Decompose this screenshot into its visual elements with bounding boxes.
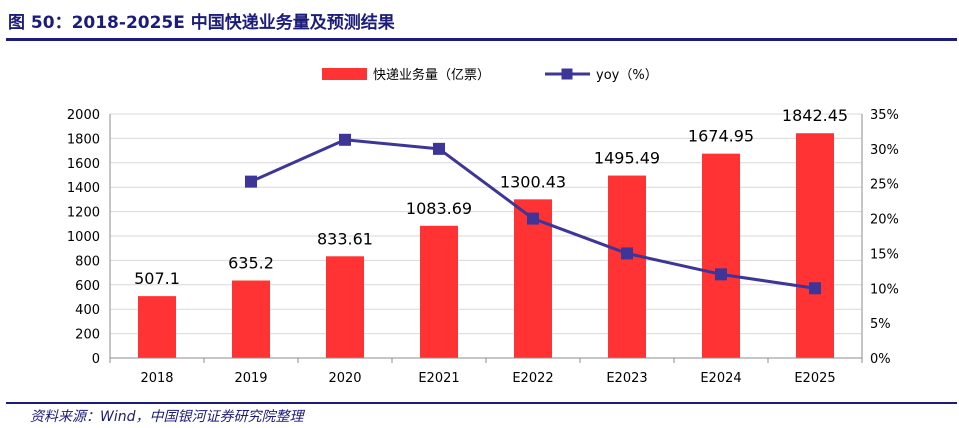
y-left-tick-label: 0 bbox=[92, 352, 100, 367]
y-left-tick-label: 1400 bbox=[67, 181, 100, 196]
y-left-tick-label: 200 bbox=[75, 328, 100, 343]
x-tick-label: E2021 bbox=[418, 371, 459, 386]
y-left-tick-label: 1600 bbox=[67, 157, 100, 172]
y-left-tick-label: 2000 bbox=[67, 108, 100, 123]
y-right-tick-label: 10% bbox=[870, 282, 899, 297]
axes: 0 200 400 600 800 1000 1200 1400 1600 1800 2000 0% 5… bbox=[67, 108, 899, 386]
bar-value-label: 635.2 bbox=[228, 254, 274, 273]
x-tick-label: 2019 bbox=[234, 371, 267, 386]
bar bbox=[514, 199, 552, 358]
x-tick-label: E2023 bbox=[606, 371, 647, 386]
x-tick-label: E2024 bbox=[700, 371, 741, 386]
y-left-tick-label: 600 bbox=[75, 279, 100, 294]
title-rule bbox=[6, 38, 957, 41]
figure-title: 图 50：2018-2025E 中国快递业务量及预测结果 bbox=[8, 13, 395, 33]
y-left-tick-label: 1200 bbox=[67, 206, 100, 221]
y-left-tick-label: 400 bbox=[75, 303, 100, 318]
bar-value-label: 1495.49 bbox=[594, 149, 660, 168]
legend-line-marker bbox=[561, 68, 573, 80]
y-right-tick-label: 35% bbox=[870, 108, 899, 123]
bar bbox=[608, 175, 646, 358]
legend-line-label: yoy（%） bbox=[596, 68, 658, 83]
chart: 507.1 635.2 833.61 1083.69 1300.43 1495.49 167… bbox=[67, 67, 899, 386]
bar-value-label: 1300.43 bbox=[500, 172, 566, 191]
yoy-line-series bbox=[245, 133, 821, 295]
yoy-marker bbox=[527, 212, 539, 225]
x-tick-label: 2018 bbox=[140, 371, 173, 386]
legend: 快递业务量（亿票） yoy（%） bbox=[322, 67, 658, 83]
bar bbox=[796, 133, 834, 358]
source-note: 资料来源：Wind，中国银河证券研究院整理 bbox=[30, 409, 304, 425]
yoy-marker bbox=[245, 175, 257, 188]
y-right-tick-label: 25% bbox=[870, 178, 899, 193]
source-rule bbox=[6, 402, 957, 404]
x-tick-label: 2020 bbox=[328, 371, 361, 386]
yoy-marker bbox=[433, 142, 445, 155]
bar-value-label: 1842.45 bbox=[782, 106, 848, 125]
legend-bar-swatch bbox=[322, 68, 367, 80]
bar-series: 507.1 635.2 833.61 1083.69 1300.43 1495.49 167… bbox=[134, 106, 848, 358]
bar-value-label: 507.1 bbox=[134, 269, 180, 288]
y-right-tick-label: 5% bbox=[870, 317, 891, 332]
legend-bar-label: 快递业务量（亿票） bbox=[373, 67, 490, 83]
bar bbox=[138, 296, 176, 358]
y-left-tick-label: 1000 bbox=[67, 230, 100, 245]
y-right-tick-label: 30% bbox=[870, 143, 899, 158]
y-left-tick-label: 1800 bbox=[67, 132, 100, 147]
y-left-tick-label: 800 bbox=[75, 254, 100, 269]
bar bbox=[232, 280, 270, 358]
yoy-marker bbox=[339, 133, 351, 146]
yoy-marker bbox=[621, 247, 633, 260]
bar bbox=[326, 256, 364, 358]
yoy-marker bbox=[809, 282, 821, 295]
bar bbox=[420, 225, 458, 358]
bar-value-label: 1674.95 bbox=[688, 127, 754, 146]
bar-value-label: 1083.69 bbox=[406, 199, 472, 218]
y-right-tick-label: 0% bbox=[870, 352, 891, 367]
y-right-tick-label: 15% bbox=[870, 247, 899, 262]
yoy-marker bbox=[715, 268, 727, 281]
bar bbox=[702, 153, 740, 358]
y-right-tick-label: 20% bbox=[870, 213, 899, 228]
x-tick-label: E2025 bbox=[794, 371, 835, 386]
x-tick-label: E2022 bbox=[512, 371, 553, 386]
bar-value-label: 833.61 bbox=[317, 229, 373, 248]
gridlines bbox=[110, 113, 862, 335]
